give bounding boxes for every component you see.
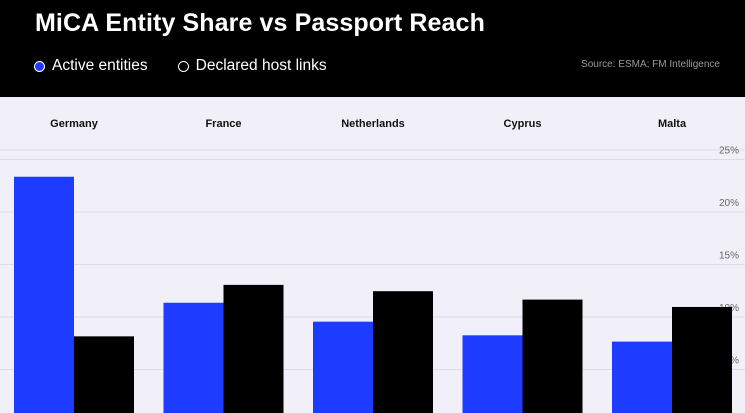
category-label: France <box>205 118 241 130</box>
bar[interactable] <box>612 341 672 413</box>
legend-label-active-entities: Active entities <box>52 57 148 74</box>
category-labels: Germany France Netherlands Cyprus Malta <box>50 118 687 130</box>
category-label: Netherlands <box>341 118 405 130</box>
bar[interactable] <box>74 336 134 413</box>
bar[interactable] <box>672 306 732 413</box>
bar[interactable] <box>522 299 583 413</box>
bar[interactable] <box>313 321 373 413</box>
bar[interactable] <box>223 284 284 413</box>
bar[interactable] <box>462 335 523 413</box>
chart-title: MiCA Entity Share vs Passport Reach <box>35 9 485 37</box>
y-tick-label: 25% <box>719 146 739 157</box>
legend-item-declared-host-links[interactable]: Declared host links <box>177 57 327 75</box>
category-label: Malta <box>658 118 687 130</box>
bar[interactable] <box>373 291 433 413</box>
legend-swatch-declared-host-links <box>177 60 189 72</box>
y-tick-label: 15% <box>719 251 739 262</box>
bar[interactable] <box>14 176 74 413</box>
category-label: Germany <box>50 118 99 130</box>
legend-swatch-active-entities <box>34 60 45 72</box>
source-note: Source: ESMA; FM Intelligence <box>581 59 720 70</box>
legend-item-active-entities[interactable]: Active entities <box>34 57 148 75</box>
category-label: Cyprus <box>504 118 542 130</box>
bar[interactable] <box>163 302 224 413</box>
y-tick-label: 20% <box>719 198 739 209</box>
bars <box>14 176 732 413</box>
bar-chart: Germany France Netherlands Cyprus Malta 25% 2… <box>0 118 745 413</box>
chart-header: MiCA Entity Share vs Passport Reach Acti… <box>0 0 745 97</box>
legend: Active entities Declared host links <box>34 56 357 76</box>
legend-label-declared-host-links: Declared host links <box>195 57 327 74</box>
